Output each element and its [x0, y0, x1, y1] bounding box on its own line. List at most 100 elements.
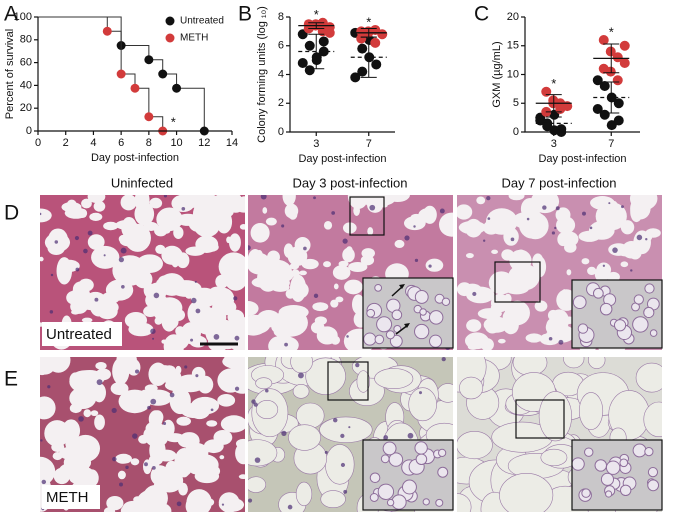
nucleus: [407, 432, 414, 439]
nucleus: [83, 248, 88, 254]
row-label-bg: [42, 322, 122, 346]
nucleus: [542, 205, 547, 210]
alveolus: [210, 287, 235, 311]
alveolus: [255, 377, 273, 390]
alveolus: [136, 254, 163, 274]
arrow-head: [404, 323, 410, 328]
alveolus: [333, 283, 339, 290]
alveolus: [96, 422, 102, 429]
panel-label: C: [474, 3, 489, 26]
nucleus: [96, 379, 103, 386]
y-tick-label: 10: [507, 68, 519, 80]
alveolus: [353, 205, 360, 216]
nucleus: [383, 435, 389, 440]
alveolus: [120, 383, 129, 394]
nucleus: [369, 204, 376, 211]
alveolus: [180, 402, 210, 419]
inset-frame: [571, 439, 663, 511]
alveolus: [457, 431, 493, 460]
alveolus: [62, 419, 81, 443]
alveolus: [295, 481, 313, 507]
nucleus: [313, 196, 316, 200]
alveolus: [106, 495, 124, 511]
alveolus: [289, 263, 300, 270]
y-tick-label: 40: [20, 79, 32, 91]
nucleus: [340, 462, 346, 468]
error-bar: [603, 81, 620, 114]
alveolus: [578, 392, 604, 430]
nucleus: [298, 372, 304, 379]
column-header: Uninfected: [111, 175, 173, 190]
nucleus: [112, 456, 117, 462]
alveolus: [72, 281, 89, 298]
alveolus: [154, 317, 163, 325]
alveolus: [71, 309, 80, 315]
alveolus: [330, 335, 341, 345]
yeast-cell: [435, 498, 444, 507]
alveolus: [219, 455, 225, 460]
nucleus: [190, 338, 194, 342]
nucleus: [510, 237, 515, 242]
data-point: [612, 52, 623, 63]
alveolus: [534, 300, 548, 312]
alveolus: [40, 396, 56, 420]
alveolus: [540, 448, 568, 467]
alveolus: [90, 410, 99, 417]
alveolus: [112, 357, 130, 385]
data-point: [318, 46, 329, 57]
alveolus: [408, 387, 437, 422]
data-point: [324, 27, 335, 38]
alveolus: [180, 322, 201, 345]
alveolus: [555, 207, 571, 223]
alveolus: [136, 209, 147, 219]
alveolus: [89, 212, 103, 221]
nucleus: [355, 362, 360, 368]
nucleus: [169, 392, 175, 398]
nucleus: [551, 231, 555, 235]
alveolus: [391, 270, 406, 279]
nucleus: [621, 205, 624, 209]
yeast-cell: [380, 454, 390, 464]
alveolus: [288, 209, 298, 220]
alveolus: [491, 249, 498, 254]
alveolus: [261, 259, 293, 284]
alveolus: [121, 216, 137, 239]
legend-label: METH: [180, 33, 208, 44]
nucleus: [287, 504, 293, 510]
y-tick-label: 5: [513, 97, 519, 109]
data-point: [599, 81, 610, 91]
y-axis-label: Percent of survival: [4, 29, 16, 119]
nucleus: [251, 399, 256, 404]
alveolus: [483, 316, 509, 333]
alveolus: [265, 217, 277, 226]
alveolus: [545, 330, 558, 341]
alveolus: [436, 383, 453, 403]
inset-frame: [362, 439, 454, 511]
nucleus: [49, 310, 54, 314]
nucleus: [548, 336, 553, 341]
alveolus: [457, 493, 472, 512]
x-tick-label: 3: [313, 138, 319, 150]
nucleus: [254, 457, 261, 463]
annotation: *: [366, 14, 371, 29]
nucleus: [343, 489, 348, 494]
x-tick-label: 7: [366, 138, 372, 150]
yeast-cell: [363, 332, 377, 346]
yeast-cell: [632, 316, 649, 333]
alveolus: [209, 208, 216, 216]
alveolus: [504, 300, 530, 326]
nucleus: [121, 284, 125, 289]
yeast-cell: [644, 447, 654, 457]
nucleus: [176, 501, 182, 507]
yeast-cell: [419, 308, 427, 316]
alveolus: [229, 316, 245, 336]
alveolus: [538, 391, 572, 442]
alveolus: [499, 473, 554, 512]
alveolus: [314, 316, 327, 326]
alveolus: [153, 480, 170, 490]
nucleus: [191, 297, 197, 304]
alveolus: [385, 195, 410, 202]
nucleus: [74, 235, 80, 241]
alveolus: [197, 375, 214, 394]
